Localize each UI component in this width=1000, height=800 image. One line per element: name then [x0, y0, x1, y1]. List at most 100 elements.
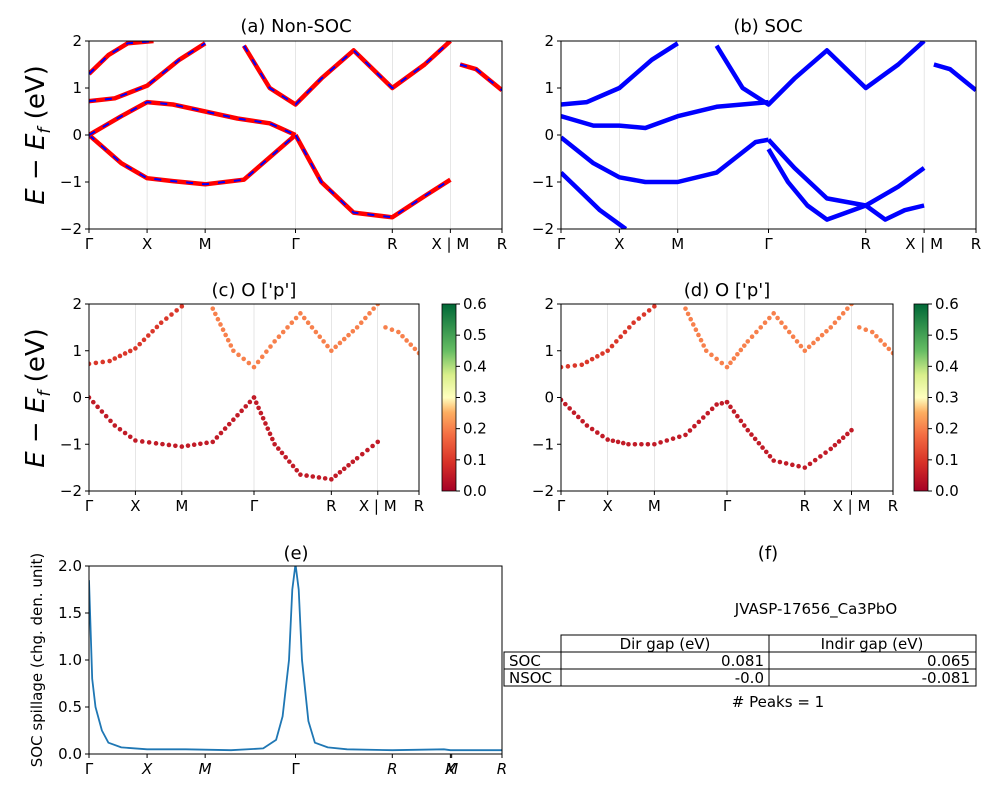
band-point [565, 364, 571, 369]
colorbar-tick-label: 0.5 [935, 326, 959, 344]
colorbar-tick-label: 0.2 [463, 420, 487, 438]
band-point [236, 352, 241, 358]
colorbar-tick-label: 0.0 [463, 482, 487, 500]
band-point [246, 360, 252, 366]
band-point [333, 344, 338, 350]
panel-e-ylabel: SOC spillage (chg. den. unit) [28, 553, 46, 768]
band-point [251, 395, 257, 400]
band-point [226, 421, 232, 427]
band-point [683, 306, 688, 311]
band-point [287, 459, 292, 464]
band-point [863, 327, 869, 333]
band-point [728, 360, 733, 366]
band-point [618, 334, 623, 340]
colorbar-tick-label: 0.3 [463, 389, 487, 407]
band-point [572, 363, 578, 368]
panel-d-colorbar-ticks: 0.0 0.1 0.2 0.3 0.4 0.5 0.6 [928, 295, 959, 500]
band-point [636, 316, 642, 321]
band-point [693, 327, 699, 333]
band-line [89, 133, 297, 187]
band-point [786, 329, 792, 335]
panel-e-title: (e) [283, 543, 308, 564]
band-point [783, 461, 789, 466]
band-point [575, 414, 581, 420]
band-point [779, 320, 784, 326]
panel-b-plot [561, 41, 976, 229]
band-point [802, 465, 808, 470]
band-point [775, 315, 780, 321]
band-point [267, 431, 273, 437]
table-cell: 0.065 [927, 652, 970, 670]
band-point [882, 342, 887, 347]
band-point [698, 337, 704, 343]
y-tick-label: −2 [60, 220, 82, 238]
band-point [204, 440, 209, 446]
table-row [503, 668, 977, 687]
y-tick-label: −1 [60, 173, 82, 191]
x-tick-label: X | M [359, 497, 397, 515]
panel-f: (f) JVASP-17656_Ca3PbO Dir gap (eV) Indi… [503, 543, 977, 711]
band-point [276, 334, 282, 340]
panel-a: (a) Non-SOC −2 −1 0 1 2 Γ X M Γ R X | M R [60, 16, 507, 253]
panel-c-xticks: Γ X M Γ R X | M R [85, 491, 424, 515]
panel-e: (e) 0.00.51.01.52.0 Γ X M Γ R XM R SOC spillag… [28, 543, 507, 778]
band-point [294, 467, 300, 473]
band-point [652, 304, 657, 309]
band-point [89, 361, 92, 367]
y-tick-label: 0 [72, 126, 82, 144]
band-point [239, 408, 244, 414]
band-point [802, 348, 808, 354]
band-point [383, 325, 388, 330]
band-point [243, 404, 249, 409]
band-point [687, 428, 693, 433]
x-tick-label: X [130, 497, 140, 515]
panel-d-xticks: Γ X M Γ R X | M R [557, 491, 898, 515]
band-point [337, 470, 343, 475]
band-point [100, 359, 106, 365]
band-point [166, 442, 172, 448]
y-tick-label: 2.0 [58, 557, 82, 575]
band-point [305, 320, 311, 326]
band-point [270, 436, 275, 442]
y-tick-label: 1 [544, 342, 554, 360]
table-header-dir: Dir gap (eV) [620, 635, 711, 653]
panel-c-colorbar-ticks: 0.0 0.1 0.2 0.3 0.4 0.5 0.6 [456, 295, 487, 500]
material-label: JVASP-17656_Ca3PbO [734, 600, 897, 619]
x-tick-label: X | M [833, 497, 871, 515]
table-cell: -0.081 [922, 669, 970, 687]
y-tick-label: 0.5 [58, 698, 82, 716]
band-point [610, 438, 616, 444]
panel-a-yticks: −2 −1 0 1 2 [60, 32, 89, 238]
band-point [741, 343, 747, 348]
y-tick-label: 1 [72, 79, 82, 97]
y-tick-label: 2 [544, 295, 554, 313]
band-point [676, 434, 682, 440]
band-point [828, 325, 834, 330]
panel-c-yticks: −2 −1 0 1 2 [60, 295, 89, 500]
band-point [749, 432, 754, 437]
band-point [263, 421, 268, 426]
band-line [241, 41, 452, 107]
band-line [561, 41, 679, 107]
band-point [272, 339, 277, 344]
band-point [139, 439, 145, 444]
band-line [561, 99, 769, 131]
band-point [652, 441, 657, 447]
band-point [886, 346, 892, 352]
panel-d-colorbar [913, 303, 929, 492]
band-point [771, 311, 776, 316]
band-point [337, 340, 343, 346]
band-point [272, 441, 277, 447]
colorbar-tick-label: 0.4 [463, 357, 487, 375]
band-point [346, 462, 351, 468]
band-point [354, 455, 360, 461]
x-tick-label: M [199, 760, 212, 778]
band-point [173, 443, 178, 449]
band-point [341, 466, 347, 472]
band-point [93, 360, 99, 366]
band-point [605, 437, 610, 442]
band-point [683, 432, 688, 438]
peaks-label: # Peaks = 1 [732, 693, 824, 711]
